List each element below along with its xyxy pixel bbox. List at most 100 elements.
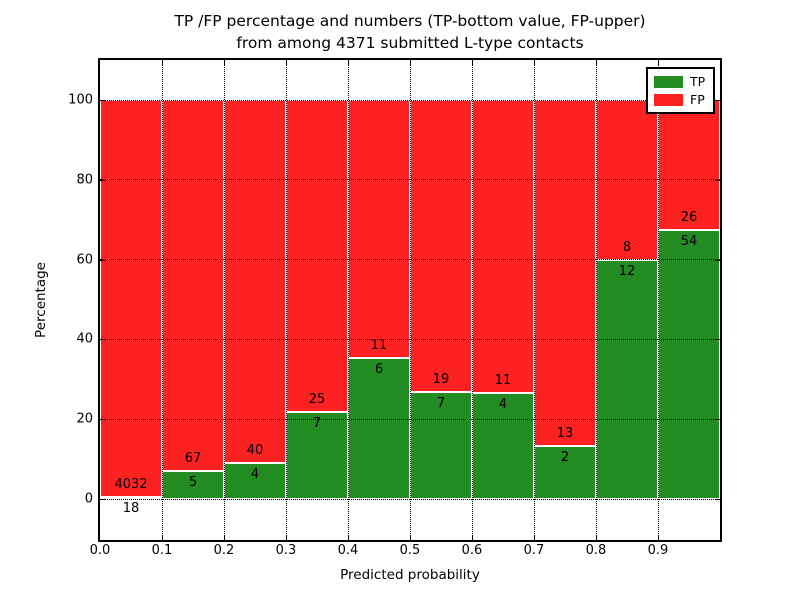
x-gridline bbox=[533, 60, 535, 540]
bar-fp-segment bbox=[658, 100, 720, 230]
chart-title: TP /FP percentage and numbers (TP-bottom… bbox=[100, 10, 720, 54]
y-tick-label: 40 bbox=[76, 331, 93, 347]
fp-count-label: 11 bbox=[370, 338, 388, 354]
x-tick-label: 0.4 bbox=[337, 543, 359, 558]
x-tick bbox=[348, 535, 349, 540]
legend-label-tp: TP bbox=[690, 74, 706, 89]
x-gridline bbox=[409, 60, 411, 540]
bar-fp-segment bbox=[348, 100, 410, 359]
x-tick bbox=[224, 60, 225, 65]
x-gridline bbox=[595, 60, 597, 540]
x-tick-label: 0.1 bbox=[151, 543, 173, 558]
y-tick bbox=[100, 339, 105, 341]
x-tick bbox=[658, 60, 659, 65]
legend-item-tp: TP bbox=[654, 74, 707, 89]
tp-count-label: 2 bbox=[560, 449, 570, 465]
tp-count-label: 4 bbox=[250, 466, 260, 482]
x-tick-label: 0.5 bbox=[399, 543, 421, 558]
x-tick bbox=[658, 535, 659, 540]
x-tick-label: 0.9 bbox=[647, 543, 669, 558]
plot-frame: 4032 18 67 5 40 4 25 7 11 6 19 7 11 4 13 2 8 12 26 54 bbox=[98, 58, 722, 542]
fp-count-label: 26 bbox=[680, 209, 698, 225]
bar-fp-segment bbox=[224, 100, 286, 463]
tp-count-label: 12 bbox=[618, 263, 636, 279]
x-tick bbox=[286, 535, 287, 540]
y-tick bbox=[100, 259, 105, 261]
bar-tp-segment bbox=[224, 462, 286, 499]
y-tick-label: 100 bbox=[68, 92, 93, 108]
bar-fp-segment bbox=[472, 100, 534, 393]
tp-swatch-icon bbox=[654, 75, 683, 88]
y-axis-title: Percentage bbox=[33, 262, 49, 338]
y-gridline bbox=[100, 338, 720, 340]
x-tick bbox=[534, 60, 535, 65]
y-tick-label: 60 bbox=[76, 252, 93, 268]
bar-fp-segment bbox=[410, 100, 472, 392]
x-tick-label: 0.0 bbox=[89, 543, 111, 558]
x-tick bbox=[596, 60, 597, 65]
x-tick bbox=[162, 60, 163, 65]
fp-count-label: 4032 bbox=[114, 477, 148, 493]
x-tick-label: 0.7 bbox=[523, 543, 545, 558]
bar-tp-segment bbox=[472, 392, 534, 499]
x-tick-label: 0.6 bbox=[461, 543, 483, 558]
x-tick bbox=[348, 60, 349, 65]
x-tick bbox=[224, 535, 225, 540]
y-tick-label: 0 bbox=[84, 491, 93, 507]
y-tick bbox=[715, 100, 720, 101]
bar-fp-segment bbox=[534, 100, 596, 446]
x-tick-label: 0.8 bbox=[585, 543, 607, 558]
x-tick bbox=[472, 535, 473, 540]
legend-item-fp: FP bbox=[654, 92, 707, 107]
y-tick bbox=[715, 259, 720, 261]
chart-title-line1: TP /FP percentage and numbers (TP-bottom… bbox=[174, 12, 646, 30]
tp-count-label: 18 bbox=[122, 501, 140, 517]
x-tick bbox=[162, 535, 163, 540]
bar-tp-segment bbox=[658, 229, 720, 499]
x-gridline bbox=[161, 60, 163, 540]
fp-count-label: 19 bbox=[432, 371, 450, 387]
y-gridline bbox=[100, 259, 720, 261]
x-tick-label: 0.3 bbox=[275, 543, 297, 558]
y-tick bbox=[100, 419, 105, 421]
fp-count-label: 40 bbox=[246, 442, 264, 458]
x-tick bbox=[410, 60, 411, 65]
x-tick-label: 0.2 bbox=[213, 543, 235, 558]
y-tick-label: 20 bbox=[76, 411, 93, 427]
y-tick bbox=[100, 499, 105, 500]
plot-area: 4032 18 67 5 40 4 25 7 11 6 19 7 11 4 13 2 8 12 26 54 bbox=[100, 60, 720, 540]
x-tick bbox=[286, 60, 287, 65]
legend: TP FP bbox=[646, 67, 715, 114]
fp-count-label: 11 bbox=[494, 372, 512, 388]
bar-fp-segment bbox=[100, 100, 162, 498]
tp-count-label: 5 bbox=[188, 475, 198, 491]
x-tick bbox=[410, 535, 411, 540]
bar-tp-segment bbox=[348, 358, 410, 499]
y-gridline bbox=[100, 179, 720, 181]
x-tick bbox=[472, 60, 473, 65]
y-tick bbox=[100, 179, 105, 181]
x-gridline bbox=[471, 60, 473, 540]
y-gridline bbox=[100, 418, 720, 420]
x-gridline bbox=[285, 60, 287, 540]
y-gridline bbox=[100, 99, 720, 101]
x-gridline bbox=[347, 60, 349, 540]
tp-count-label: 54 bbox=[680, 233, 698, 249]
fp-count-label: 13 bbox=[556, 425, 574, 441]
tp-count-label: 7 bbox=[436, 395, 446, 411]
x-tick bbox=[534, 535, 535, 540]
bar-fp-segment bbox=[286, 100, 348, 412]
y-tick bbox=[715, 339, 720, 341]
bar-fp-segment bbox=[162, 100, 224, 472]
y-tick bbox=[715, 419, 720, 421]
fp-count-label: 25 bbox=[308, 391, 326, 407]
bar-tp-segment bbox=[596, 259, 658, 499]
y-tick bbox=[715, 179, 720, 181]
legend-label-fp: FP bbox=[690, 92, 705, 107]
tp-count-label: 7 bbox=[312, 415, 322, 431]
bar-tp-segment bbox=[534, 445, 596, 499]
x-gridline bbox=[657, 60, 659, 540]
x-gridline bbox=[223, 60, 225, 540]
tp-count-label: 4 bbox=[498, 396, 508, 412]
